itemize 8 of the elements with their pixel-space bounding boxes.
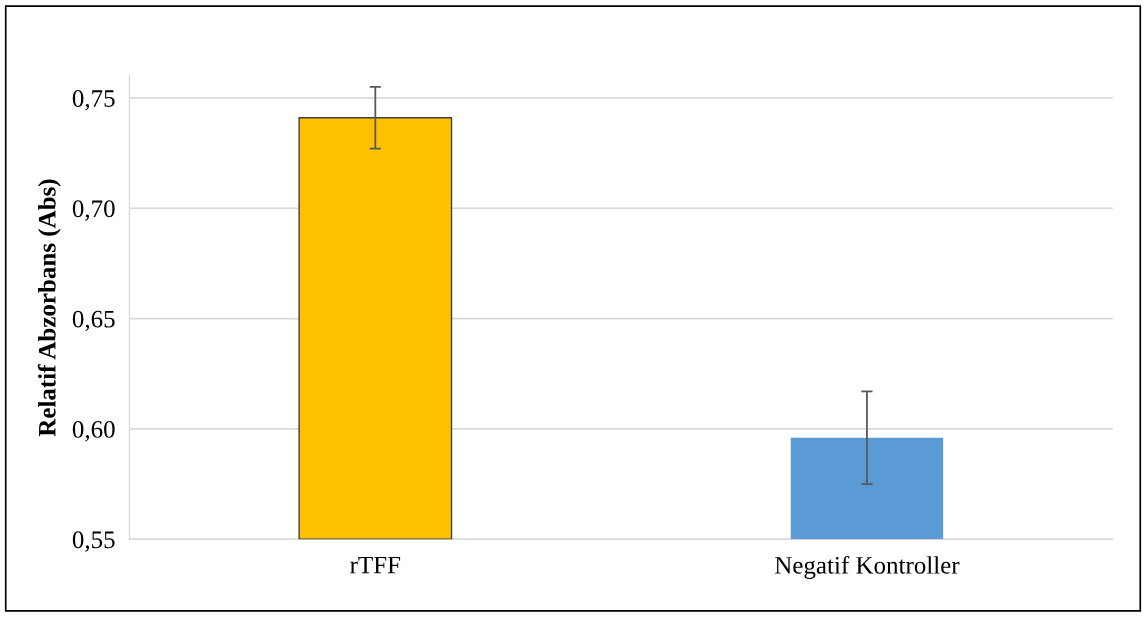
x-tick-label: Negatif Kontroller	[774, 555, 960, 579]
x-tick-label: rTFF	[350, 556, 401, 574]
y-tick-label: 0,55	[72, 531, 115, 552]
y-axis-title: Relatif Abzorbans (Abs)	[37, 179, 61, 437]
y-tick-label: 0,70	[72, 200, 115, 221]
y-tick-label: 0,65	[72, 310, 115, 332]
y-tick-label: 0,60	[72, 420, 115, 442]
y-tick-label: 0,75	[72, 90, 115, 111]
